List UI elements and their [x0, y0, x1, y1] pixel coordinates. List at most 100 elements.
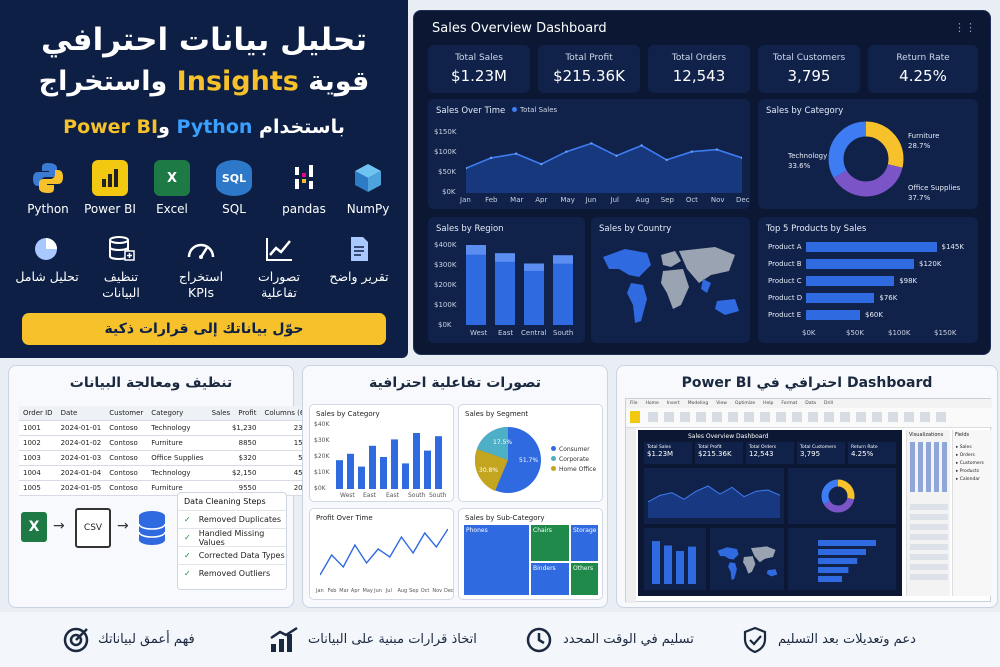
product-bar[interactable]	[806, 293, 875, 303]
y-tick: $200K	[434, 281, 457, 289]
kpi-card: Total Orders 12,543	[648, 45, 750, 93]
cta-button[interactable]: حوّل بياناتك إلى قرارات ذكية	[22, 313, 386, 345]
world-map[interactable]	[595, 239, 745, 335]
category-bar	[336, 460, 343, 489]
ribbon-tab[interactable]: Modeling	[687, 401, 709, 406]
x-tick: Jan	[460, 196, 471, 204]
inner-line-chart	[648, 485, 780, 518]
table-row[interactable]: 1001 2024-01-01 Contoso Technology $1,230 230	[19, 420, 312, 436]
region-bar-cap	[553, 255, 573, 264]
field-wells[interactable]	[910, 500, 948, 580]
table-row[interactable]: 1003 2024-01-03 Contoso Office Supplies $320…	[19, 450, 312, 466]
inner-product-bar	[818, 558, 858, 564]
ribbon-tab[interactable]: Data	[805, 401, 816, 406]
inner-line	[648, 485, 780, 503]
csv-file-icon: CSV	[75, 508, 111, 548]
region-bar	[466, 245, 486, 325]
field-table-item[interactable]: ▸ Orders	[956, 453, 975, 458]
x-tick: Central	[521, 329, 547, 337]
product-label: Product E	[768, 311, 802, 319]
fields-pane[interactable]: Fields ▸ Sales ▸ Orders ▸ Customers ▸ Produ…	[952, 430, 992, 596]
ribbon-tab[interactable]: Optimize	[734, 401, 756, 406]
report-icon	[351, 237, 368, 261]
x-tick: Feb	[485, 196, 498, 204]
ribbon-tab[interactable]: Home	[645, 401, 659, 406]
kpi-card: Total Customers 3,795	[758, 45, 860, 93]
sales-over-time-chart	[466, 142, 742, 193]
sales-over-time-legend: Total Sales	[512, 106, 557, 114]
treemap-cell[interactable]: Others	[571, 563, 598, 595]
field-table-item[interactable]: ▸ Sales	[956, 445, 972, 450]
pandas-icon	[286, 160, 322, 196]
data-point	[540, 162, 543, 166]
tool-powerbi: Power BI	[78, 160, 142, 216]
ribbon-tab[interactable]: File	[630, 401, 638, 406]
product-bar[interactable]	[806, 310, 860, 320]
treemap-cell[interactable]: Phones	[464, 525, 529, 595]
table-row[interactable]: 1004 2024-01-04 Contoso Technology $2,150 450	[19, 465, 312, 481]
check-icon: ✓	[184, 515, 191, 524]
inner-kpi-card: Total Orders 12,543	[746, 442, 794, 464]
field-table-item[interactable]: ▸ Calendar	[956, 477, 980, 482]
x-tick: West	[470, 329, 488, 337]
inner-product-bar	[818, 549, 866, 555]
field-table-item[interactable]: ▸ Products	[956, 469, 980, 474]
product-label: Product D	[768, 294, 803, 302]
treemap-cell[interactable]: Binders	[531, 563, 569, 595]
product-bar[interactable]	[806, 242, 937, 252]
category-bar	[380, 457, 387, 489]
ribbon-tab[interactable]: View	[716, 401, 727, 406]
inner-products-chart	[818, 540, 876, 582]
treemap-cell[interactable]: Storage	[571, 525, 598, 561]
x-tick: May	[560, 196, 575, 204]
visualizations-pane[interactable]: Visualizations	[906, 430, 950, 596]
x-tick: Mar	[510, 196, 524, 204]
product-label: Product B	[768, 260, 802, 268]
x-tick: Oct	[685, 196, 698, 204]
ribbon-tab[interactable]: Help	[763, 401, 774, 406]
shield-check-icon	[743, 626, 767, 653]
data-point	[514, 152, 518, 155]
visual-type-grid[interactable]	[910, 442, 948, 492]
product-bar[interactable]	[806, 259, 914, 269]
ribbon-tab[interactable]: Drill	[823, 401, 834, 406]
treemap-cell[interactable]: Chairs	[531, 525, 569, 561]
inner-kpi-card: Total Customers 3,795	[797, 442, 845, 464]
ribbon-tab[interactable]: Format	[781, 401, 798, 406]
arrow-right-icon: →	[117, 518, 129, 534]
segment-pie[interactable]	[469, 421, 547, 499]
more-options-icon[interactable]: ⋮⋮	[954, 21, 976, 34]
ribbon-tab[interactable]: Insert	[666, 401, 680, 406]
y-tick: $100K	[434, 148, 457, 156]
product-bar[interactable]	[806, 276, 895, 286]
data-point	[740, 156, 742, 160]
x-tick: Jun	[585, 196, 597, 204]
category-bar	[435, 436, 442, 489]
product-value: $60K	[865, 311, 883, 319]
field-table-item[interactable]: ▸ Customers	[956, 461, 984, 466]
product-label: Product C	[768, 277, 802, 285]
table-row[interactable]: 1002 2024-01-02 Contoso Furniture 8850 150	[19, 435, 312, 451]
benefits-strip: فهم أعمق لبياناتك اتخاذ قرارات مبنية على…	[0, 612, 1000, 667]
ribbon-buttons[interactable]	[648, 412, 948, 422]
viz-title: تصورات تفاعلية احترافية	[368, 375, 542, 391]
category-bar	[358, 466, 365, 489]
inner-area	[648, 486, 780, 518]
view-switcher[interactable]	[626, 428, 636, 603]
inner-region-chart	[652, 541, 696, 584]
x-tick: $0K	[802, 329, 816, 337]
x-tick: Nov	[710, 196, 725, 204]
category-bar	[369, 445, 376, 489]
data-point	[590, 142, 593, 145]
hero-title-line2: واستخراج Insights قوية	[38, 66, 370, 97]
category-bar	[391, 439, 398, 489]
region-bar	[553, 255, 573, 325]
inner-region-bar	[652, 541, 660, 584]
category-donut	[828, 121, 904, 197]
data-table: Order ID Date Customer Category Sales Profit C…	[19, 406, 312, 496]
inner-region-bar	[664, 545, 672, 584]
donut-slice-office	[828, 121, 904, 197]
y-tick: $0K	[438, 321, 452, 329]
month-axis: Jan Feb Mar Apr May Jun Jul Aug Sep Oct Nov Dec	[316, 588, 454, 596]
inner-line-card	[644, 468, 784, 524]
